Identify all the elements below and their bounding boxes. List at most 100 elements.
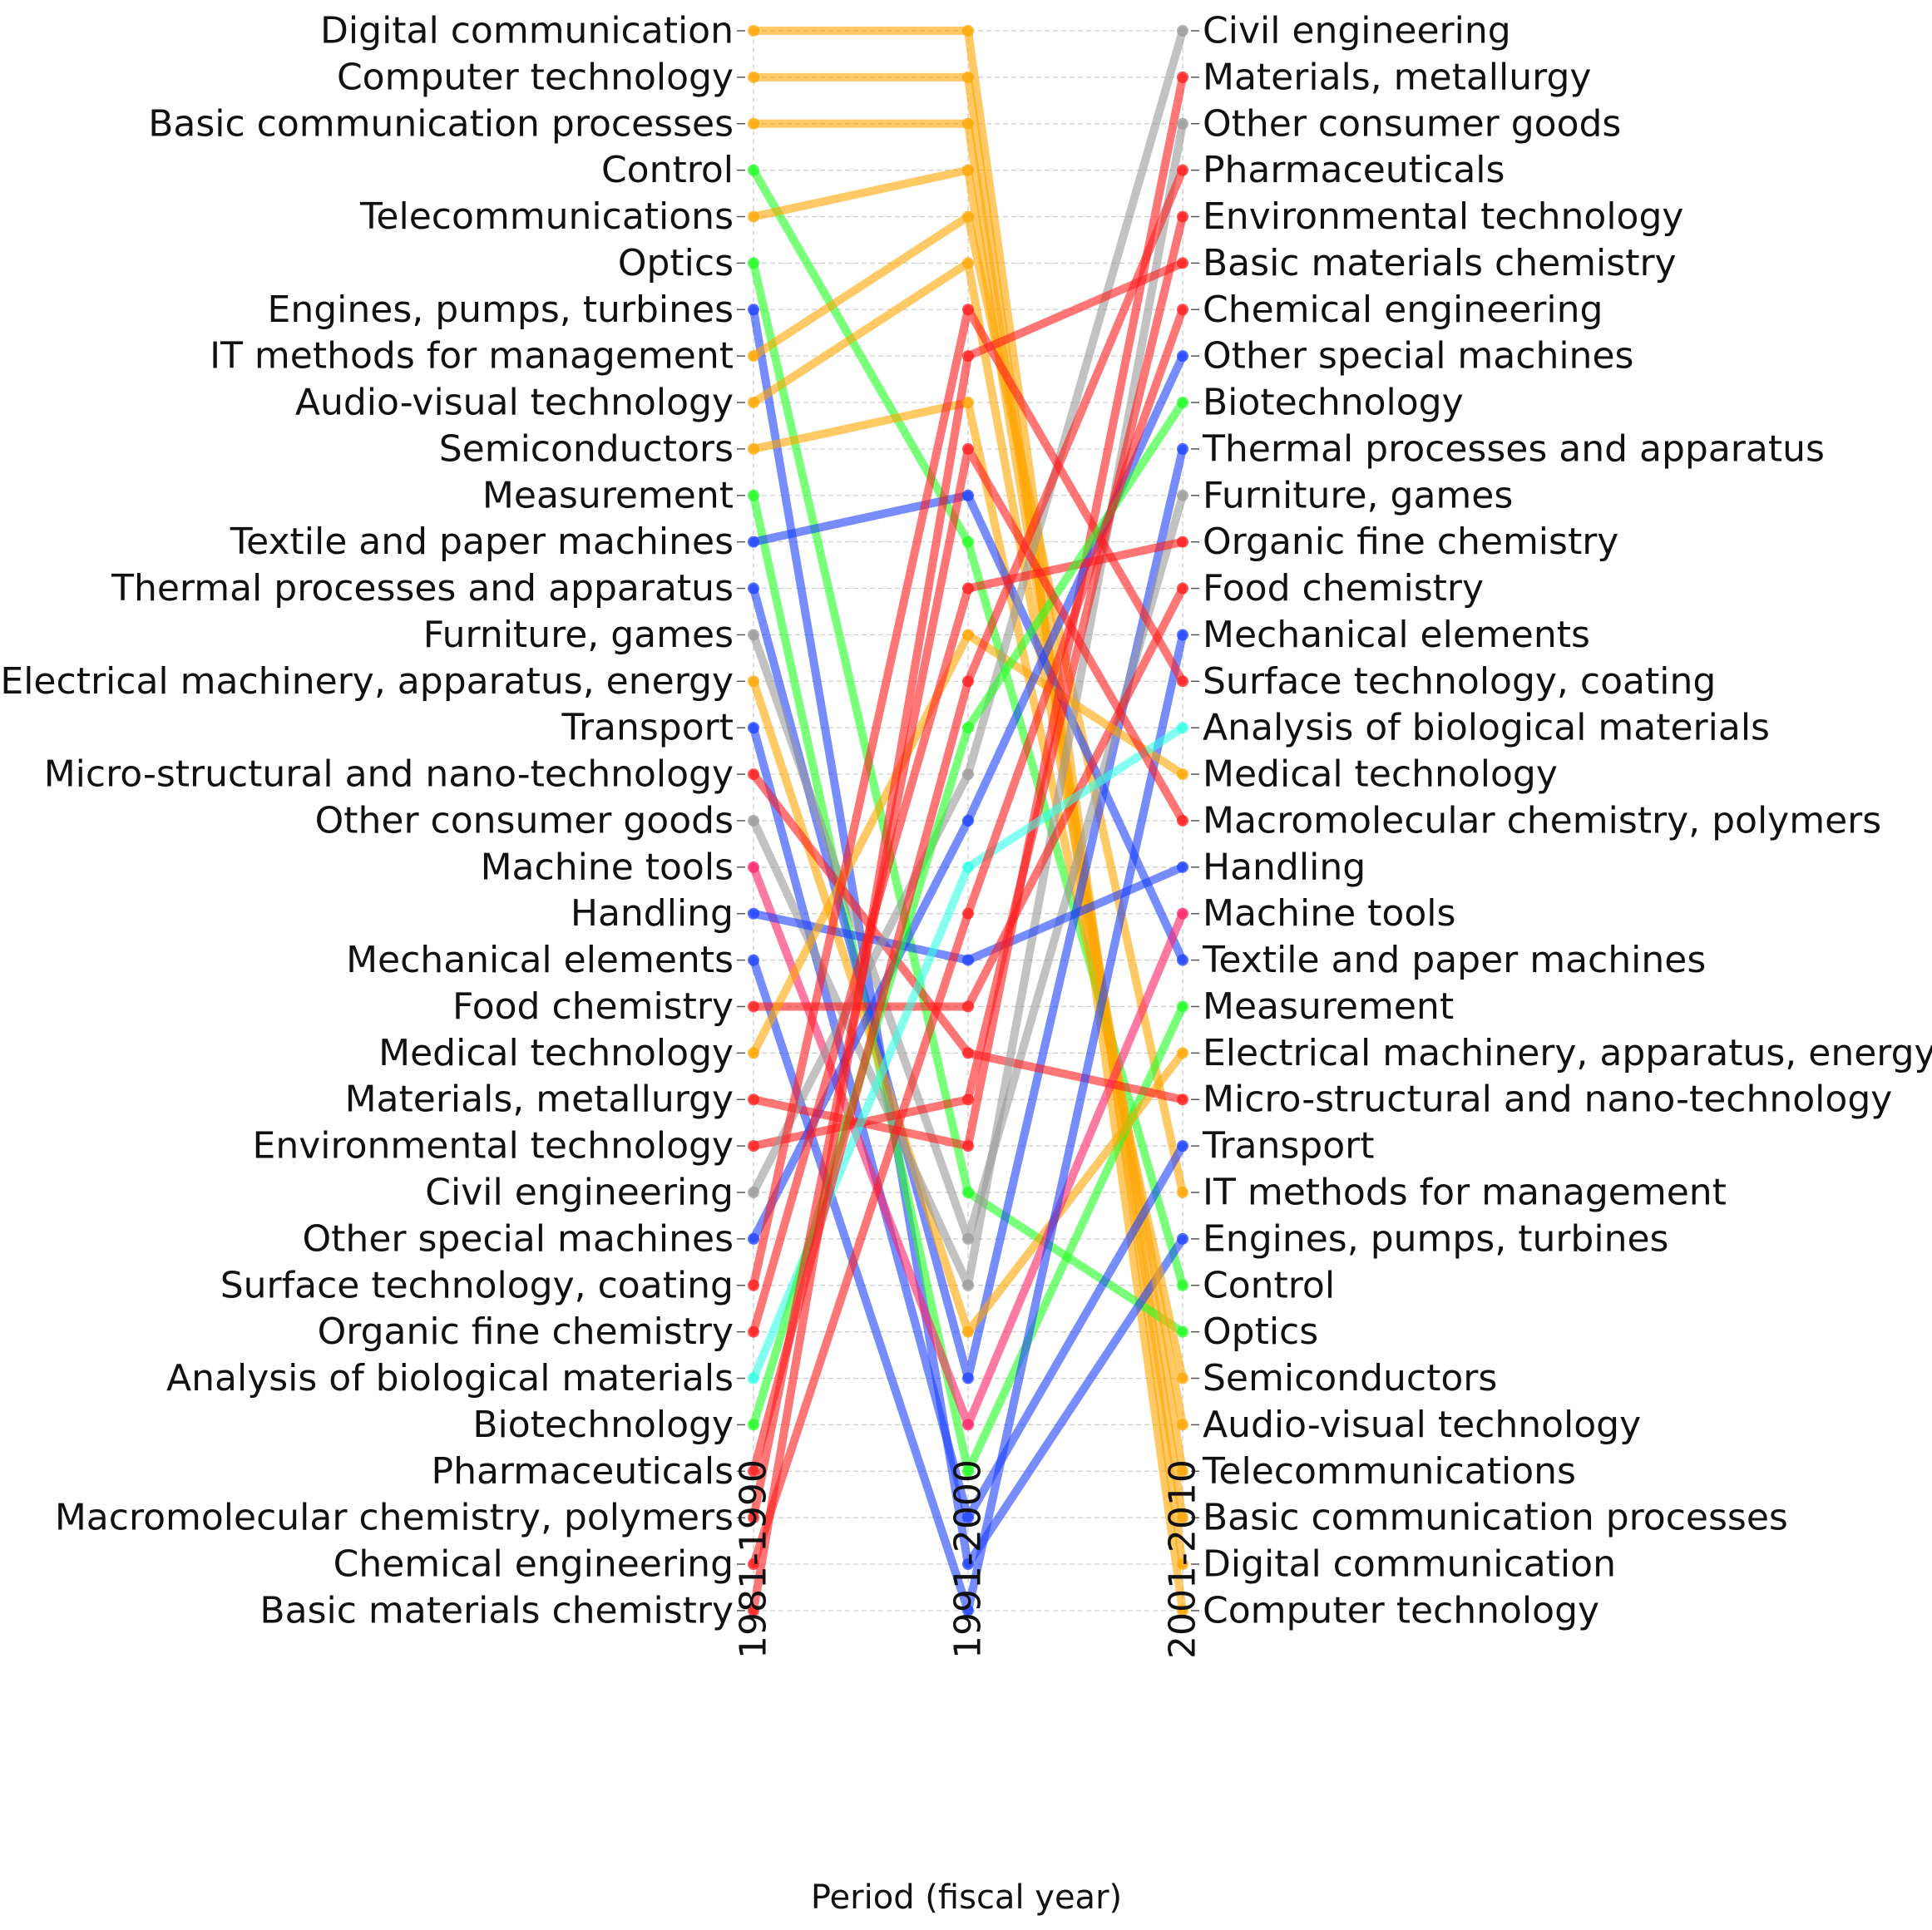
period-label-1: 1981-1990 bbox=[733, 1459, 775, 1659]
point-civil-engineering-2 bbox=[962, 768, 974, 781]
point-digital-communication-2 bbox=[962, 25, 974, 37]
point-basic-communication-processes-2 bbox=[962, 117, 974, 130]
point-analysis-of-biological-materials-1 bbox=[748, 1372, 759, 1385]
left-label-medical-technology: Medical technology bbox=[378, 1032, 734, 1074]
point-measurement-2 bbox=[962, 1465, 974, 1478]
point-macromolecular-chemistry-polymers-2 bbox=[962, 442, 974, 455]
point-textile-and-paper-machines-1 bbox=[748, 536, 759, 548]
left-label-control: Control bbox=[601, 149, 734, 191]
point-organic-fine-chemistry-3 bbox=[1177, 536, 1188, 548]
point-electrical-machinery-apparatus-energy-1 bbox=[748, 675, 759, 688]
left-label-food-chemistry: Food chemistry bbox=[452, 985, 734, 1028]
point-textile-and-paper-machines-3 bbox=[1177, 954, 1188, 966]
point-civil-engineering-1 bbox=[748, 1187, 759, 1198]
point-thermal-processes-and-apparatus-2 bbox=[962, 1372, 974, 1385]
point-surface-technology-coating-3 bbox=[1177, 675, 1188, 688]
point-audio-visual-technology-2 bbox=[962, 257, 974, 269]
left-label-surface-technology-coating: Surface technology, coating bbox=[220, 1264, 734, 1306]
left-label-mechanical-elements: Mechanical elements bbox=[346, 939, 734, 981]
point-engines-pumps-turbines-2 bbox=[962, 1558, 974, 1571]
point-surface-technology-coating-1 bbox=[748, 1279, 759, 1291]
right-label-computer-technology: Computer technology bbox=[1203, 1589, 1599, 1631]
left-label-optics: Optics bbox=[618, 242, 734, 284]
point-telecommunications-2 bbox=[962, 164, 974, 176]
point-biotechnology-1 bbox=[748, 1419, 759, 1431]
point-food-chemistry-3 bbox=[1177, 582, 1188, 595]
left-label-textile-and-paper-machines: Textile and paper machines bbox=[230, 521, 734, 563]
left-label-organic-fine-chemistry: Organic fine chemistry bbox=[318, 1311, 734, 1353]
point-control-2 bbox=[962, 536, 974, 548]
point-medical-technology-3 bbox=[1177, 768, 1188, 781]
right-label-biotechnology: Biotechnology bbox=[1203, 382, 1464, 424]
right-label-micro-structural-and-nano-technology: Micro-structural and nano-technology bbox=[1203, 1079, 1892, 1121]
point-other-special-machines-2 bbox=[962, 814, 974, 827]
left-label-thermal-processes-and-apparatus: Thermal processes and apparatus bbox=[111, 567, 734, 610]
right-label-textile-and-paper-machines: Textile and paper machines bbox=[1202, 939, 1706, 981]
point-chemical-engineering-3 bbox=[1177, 304, 1188, 316]
left-label-other-special-machines: Other special machines bbox=[303, 1217, 734, 1260]
point-food-chemistry-1 bbox=[748, 1000, 759, 1013]
point-semiconductors-3 bbox=[1177, 1372, 1188, 1385]
point-environmental-technology-1 bbox=[748, 1140, 759, 1153]
point-electrical-machinery-apparatus-energy-2 bbox=[962, 1325, 974, 1338]
right-label-engines-pumps-turbines: Engines, pumps, turbines bbox=[1203, 1217, 1668, 1260]
point-medical-technology-1 bbox=[748, 1047, 759, 1059]
right-label-chemical-engineering: Chemical engineering bbox=[1203, 289, 1603, 331]
label-layer: Digital communication Digital communicati… bbox=[0, 10, 1932, 1632]
right-label-electrical-machinery-apparatus-energy: Electrical machinery, apparatus, energy bbox=[1203, 1032, 1932, 1074]
left-label-transport: Transport bbox=[561, 707, 734, 749]
right-label-materials-metallurgy: Materials, metallurgy bbox=[1203, 56, 1591, 98]
right-label-pharmaceuticals: Pharmaceuticals bbox=[1203, 149, 1505, 191]
point-environmental-technology-2 bbox=[962, 1093, 974, 1106]
point-thermal-processes-and-apparatus-1 bbox=[748, 582, 759, 595]
point-pharmaceuticals-1 bbox=[748, 1465, 759, 1478]
point-handling-2 bbox=[962, 954, 974, 966]
point-micro-structural-and-nano-technology-3 bbox=[1177, 1093, 1188, 1106]
left-label-digital-communication: Digital communication bbox=[320, 10, 734, 52]
point-biotechnology-3 bbox=[1177, 397, 1188, 409]
point-organic-fine-chemistry-2 bbox=[962, 582, 974, 595]
point-machine-tools-1 bbox=[748, 861, 759, 873]
left-label-measurement: Measurement bbox=[482, 474, 734, 516]
left-label-telecommunications: Telecommunications bbox=[359, 195, 734, 238]
left-label-basic-communication-processes: Basic communication processes bbox=[148, 102, 734, 145]
point-medical-technology-2 bbox=[962, 629, 974, 641]
point-other-consumer-goods-1 bbox=[748, 814, 759, 827]
left-label-engines-pumps-turbines: Engines, pumps, turbines bbox=[268, 289, 734, 331]
point-transport-1 bbox=[748, 722, 759, 734]
point-machine-tools-2 bbox=[962, 1419, 974, 1431]
left-label-biotechnology: Biotechnology bbox=[472, 1404, 734, 1446]
right-label-machine-tools: Machine tools bbox=[1203, 892, 1455, 935]
left-label-materials-metallurgy: Materials, metallurgy bbox=[345, 1079, 734, 1121]
point-micro-structural-and-nano-technology-1 bbox=[748, 768, 759, 781]
dot-layer bbox=[748, 25, 1188, 1617]
left-label-civil-engineering: Civil engineering bbox=[425, 1172, 734, 1214]
point-engines-pumps-turbines-1 bbox=[748, 304, 759, 316]
right-label-surface-technology-coating: Surface technology, coating bbox=[1203, 660, 1716, 703]
left-label-furniture-games: Furniture, games bbox=[423, 614, 734, 656]
point-pharmaceuticals-3 bbox=[1177, 164, 1188, 176]
point-machine-tools-3 bbox=[1177, 907, 1188, 920]
point-it-methods-for-management-3 bbox=[1177, 1187, 1188, 1198]
point-optics-3 bbox=[1177, 1325, 1188, 1338]
point-surface-technology-coating-2 bbox=[962, 304, 974, 316]
right-label-civil-engineering: Civil engineering bbox=[1203, 10, 1511, 52]
left-label-basic-materials-chemistry: Basic materials chemistry bbox=[259, 1589, 734, 1631]
left-label-it-methods-for-management: IT methods for management bbox=[210, 335, 734, 378]
point-materials-metallurgy-2 bbox=[962, 1140, 974, 1153]
point-other-consumer-goods-2 bbox=[962, 1279, 974, 1291]
point-control-1 bbox=[748, 164, 759, 176]
left-label-electrical-machinery-apparatus-energy: Electrical machinery, apparatus, energy bbox=[0, 660, 734, 703]
right-label-other-consumer-goods: Other consumer goods bbox=[1203, 102, 1621, 145]
point-materials-metallurgy-1 bbox=[748, 1093, 759, 1106]
point-audio-visual-technology-3 bbox=[1177, 1419, 1188, 1431]
point-digital-communication-1 bbox=[748, 25, 759, 37]
point-biotechnology-2 bbox=[962, 722, 974, 734]
point-furniture-games-1 bbox=[748, 629, 759, 641]
right-label-analysis-of-biological-materials: Analysis of biological materials bbox=[1203, 707, 1770, 749]
point-analysis-of-biological-materials-2 bbox=[962, 861, 974, 873]
point-optics-2 bbox=[962, 1187, 974, 1198]
point-transport-2 bbox=[962, 1512, 974, 1524]
point-basic-communication-processes-1 bbox=[748, 117, 759, 130]
right-label-measurement: Measurement bbox=[1203, 985, 1454, 1028]
